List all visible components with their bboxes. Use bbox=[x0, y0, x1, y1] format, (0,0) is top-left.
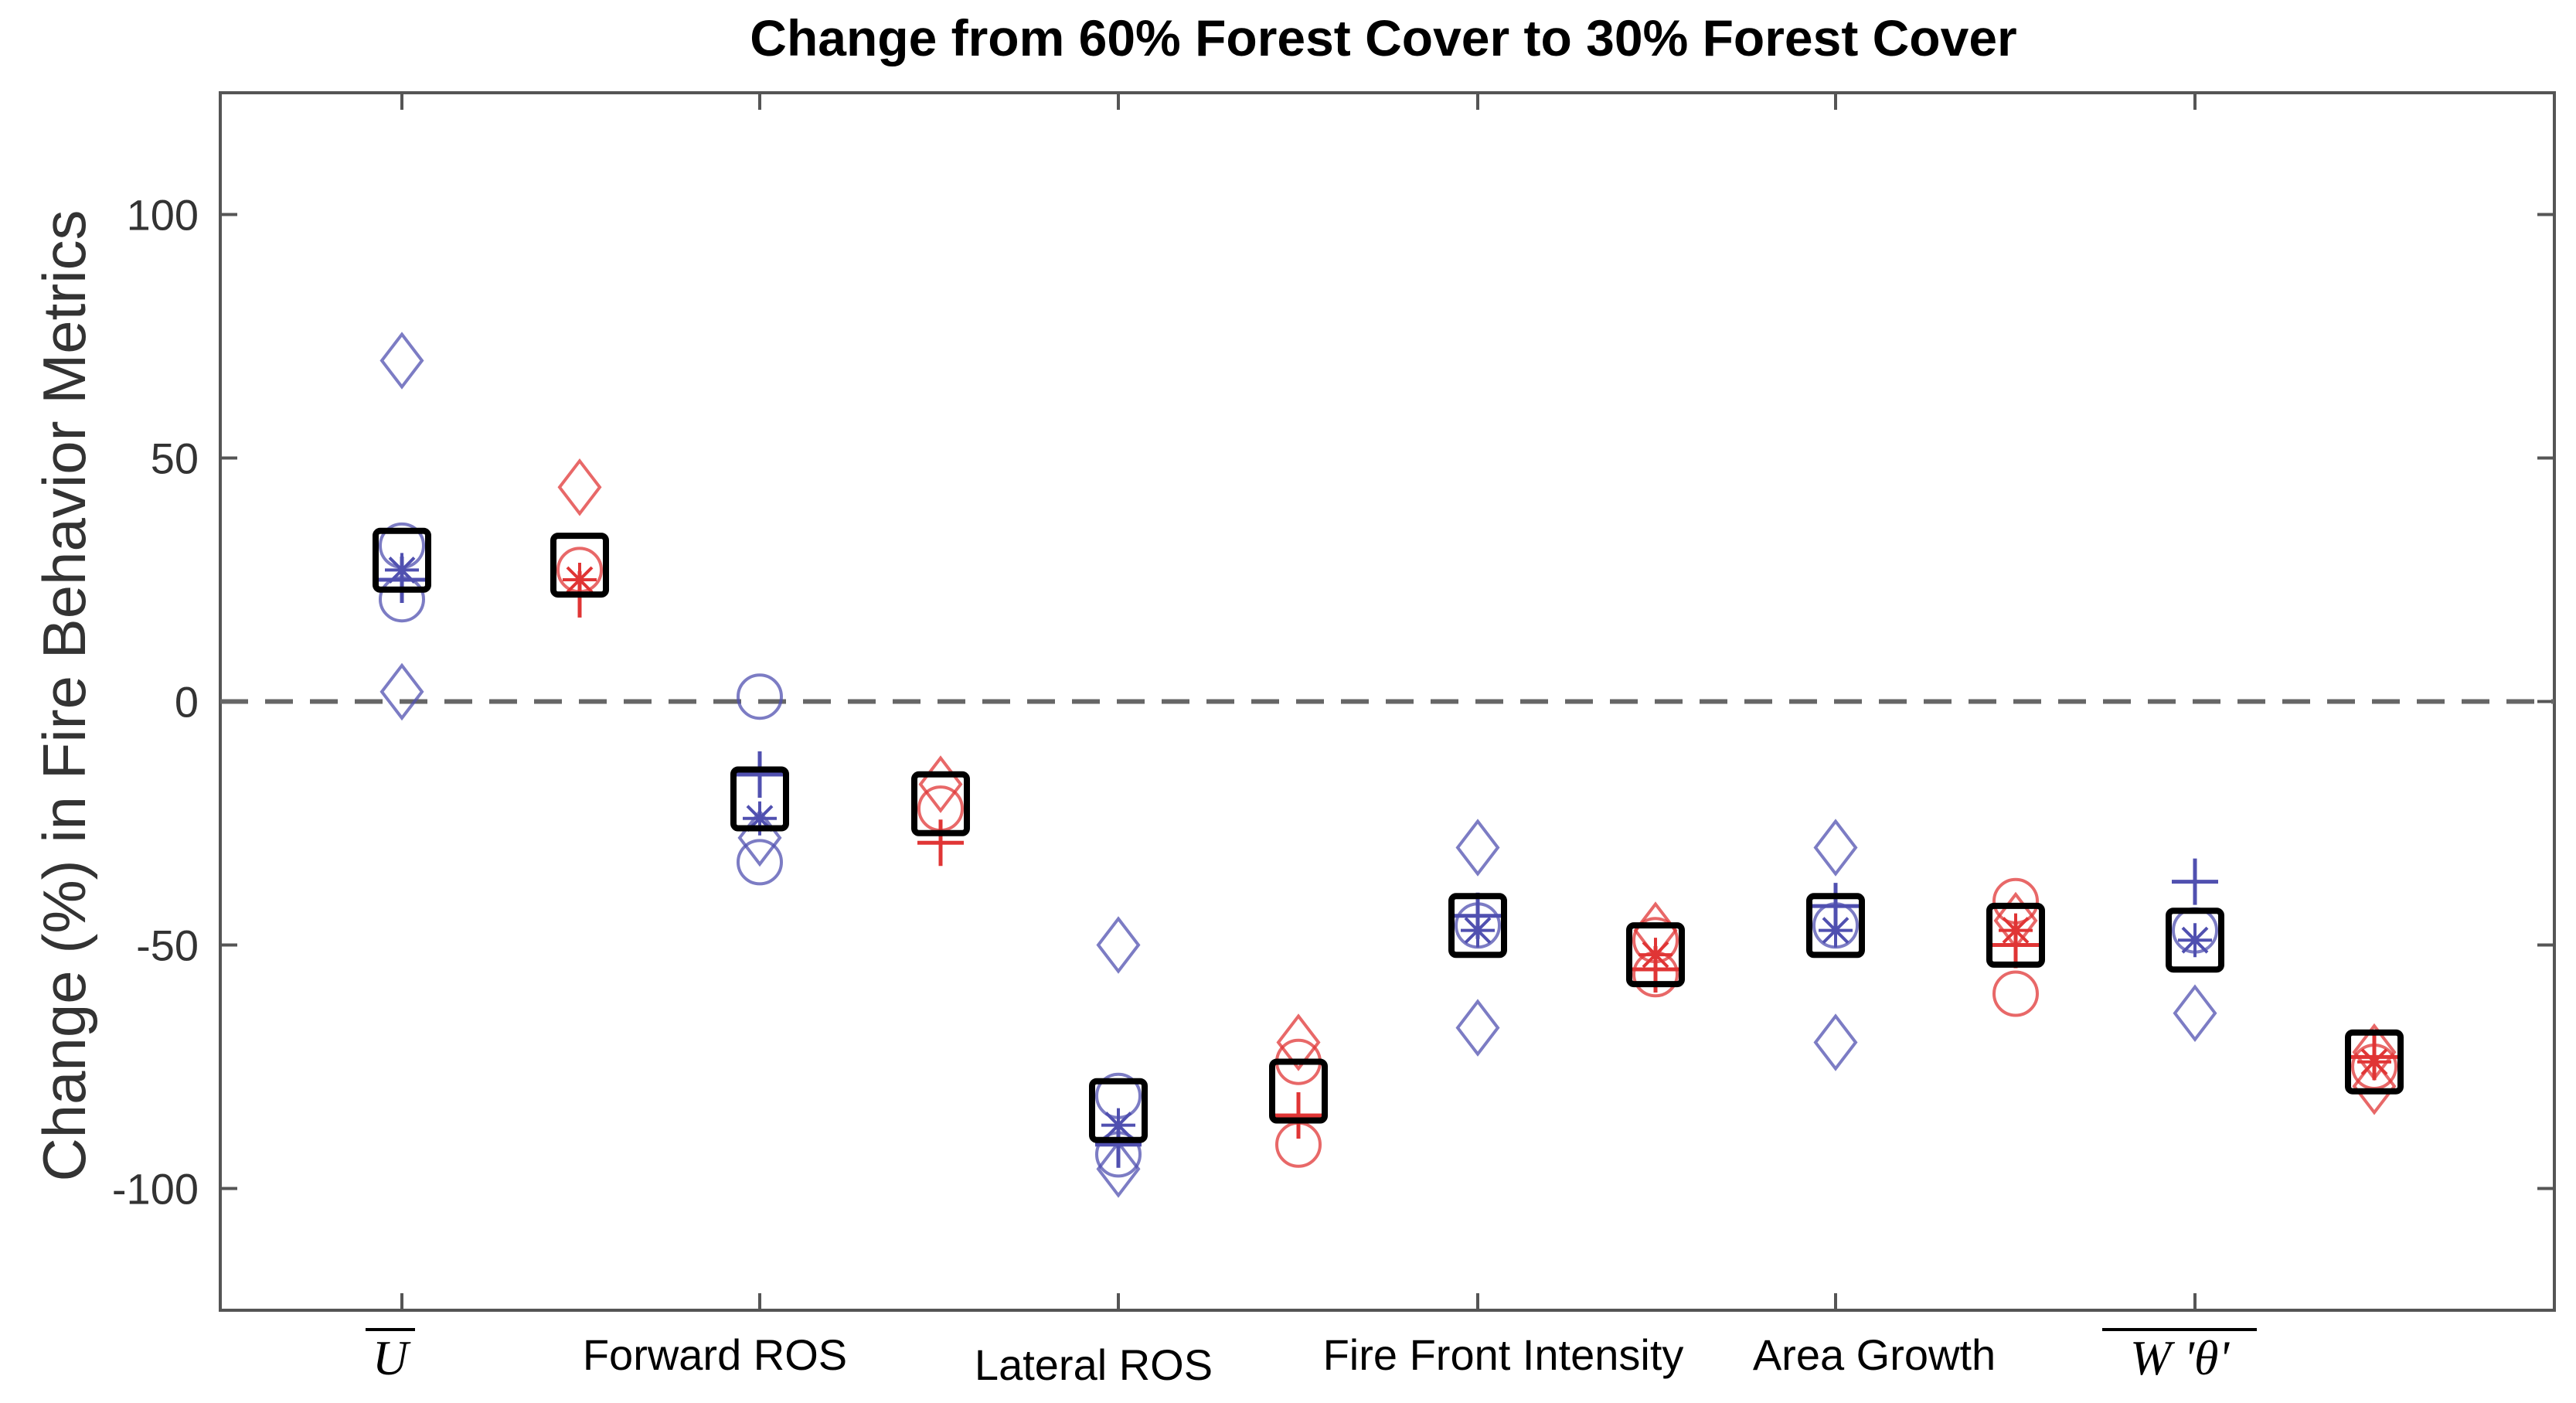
circle-marker bbox=[737, 839, 783, 886]
mean-square-marker bbox=[1986, 902, 2045, 968]
x-tick-label: Area Growth bbox=[1753, 1330, 1996, 1379]
mean-square-marker bbox=[550, 533, 609, 598]
star-marker bbox=[2357, 1044, 2391, 1079]
diamond-marker bbox=[1455, 819, 1500, 877]
diamond-marker bbox=[379, 332, 424, 390]
plus-marker bbox=[1275, 1092, 1322, 1139]
diamond-marker bbox=[1455, 999, 1500, 1057]
diamond-marker bbox=[1813, 819, 1858, 877]
star-marker bbox=[2178, 923, 2212, 958]
star-marker bbox=[385, 553, 419, 587]
diamond-marker bbox=[918, 755, 963, 813]
mean-square-marker bbox=[911, 771, 970, 836]
x-tick-label: Lateral ROS bbox=[975, 1340, 1213, 1389]
mean-square-marker bbox=[1269, 1058, 1328, 1124]
star-marker bbox=[1999, 913, 2033, 948]
star-marker bbox=[1819, 913, 1853, 948]
star-marker bbox=[1638, 938, 1673, 972]
diamond-marker bbox=[1276, 1013, 1321, 1071]
diamond-marker bbox=[1096, 1140, 1141, 1198]
mean-square-marker bbox=[373, 527, 431, 593]
y-tick-label: 100 bbox=[127, 191, 199, 240]
mean-square-marker bbox=[1626, 922, 1685, 988]
mean-square-marker bbox=[730, 766, 789, 832]
y-tick-label: 0 bbox=[175, 678, 199, 727]
diamond-marker bbox=[557, 458, 602, 516]
mean-square-marker bbox=[1089, 1078, 1148, 1143]
plus-marker bbox=[2172, 858, 2218, 905]
mean-square-marker bbox=[1448, 893, 1507, 959]
y-tick-label: 50 bbox=[151, 434, 199, 483]
y-axis-label: Change (%) in Fire Behavior Metrics bbox=[30, 209, 98, 1181]
circle-marker bbox=[1992, 970, 2039, 1017]
diamond-marker bbox=[1096, 916, 1141, 974]
star-marker bbox=[1461, 913, 1495, 948]
star-marker bbox=[1101, 1108, 1135, 1142]
diamond-marker bbox=[2173, 984, 2217, 1042]
x-tick-label: U bbox=[373, 1330, 411, 1385]
mean-square-marker bbox=[2345, 1029, 2404, 1095]
diamond-marker bbox=[2352, 1057, 2397, 1115]
x-tick-label: Forward ROS bbox=[583, 1330, 847, 1379]
mean-square-marker bbox=[2166, 908, 2224, 973]
plus-marker bbox=[917, 819, 964, 867]
star-marker bbox=[563, 563, 597, 597]
circle-marker bbox=[737, 673, 783, 720]
x-tick-label: Fire Front Intensity bbox=[1323, 1330, 1684, 1379]
plot-area: 100 50 0 -50 -100 U Forward ROS Lateral ROS Fire… bbox=[112, 91, 2556, 1389]
chart-title: Change from 60% Forest Cover to 30% Fore… bbox=[750, 9, 2016, 66]
diamond-marker bbox=[1813, 1013, 1858, 1071]
star-marker bbox=[743, 801, 777, 836]
x-tick-label: W 'θ' bbox=[2130, 1330, 2230, 1385]
mean-square-marker bbox=[1806, 893, 1865, 959]
y-tick-label: -100 bbox=[112, 1165, 199, 1214]
plus-marker bbox=[737, 751, 783, 798]
diamond-marker bbox=[379, 662, 424, 721]
y-tick-label: -50 bbox=[136, 921, 199, 970]
